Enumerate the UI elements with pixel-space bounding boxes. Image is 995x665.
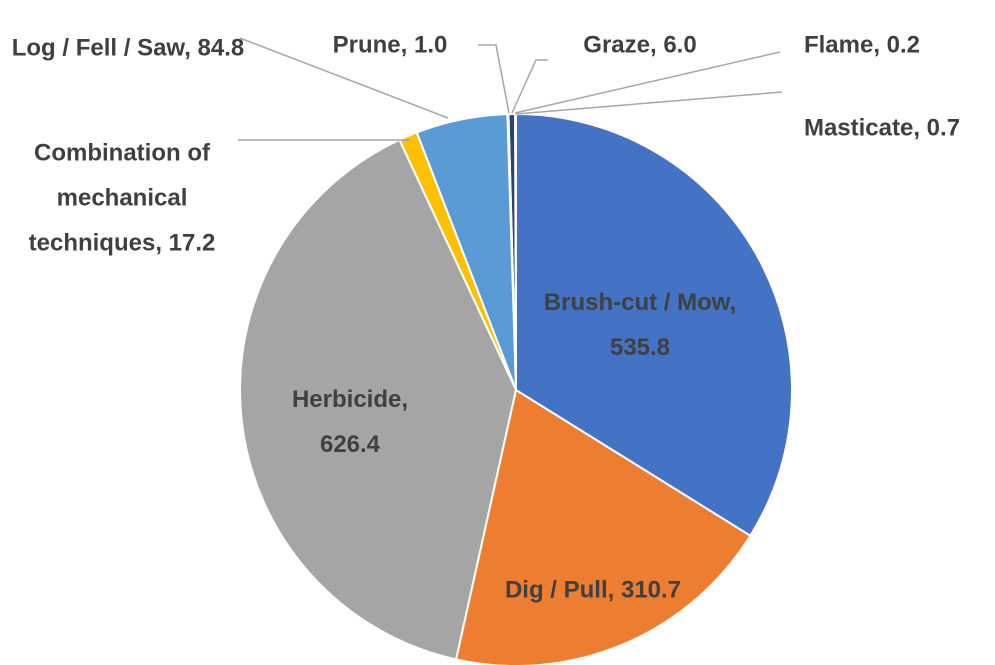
- data-label: Herbicide, 626.4: [291, 386, 409, 458]
- data-label: Prune, 1.0: [332, 31, 448, 59]
- leader-line: [514, 51, 781, 114]
- data-label: Masticate, 0.7: [803, 114, 961, 142]
- pie-slice: [454, 388, 752, 665]
- leader-line: [515, 91, 783, 115]
- data-label: Log / Fell / Saw, 84.8: [11, 34, 245, 62]
- leader-line: [478, 44, 510, 114]
- pie-slice: [239, 138, 518, 661]
- leader-line: [239, 37, 449, 119]
- data-label: Brush-cut / Mow, 535.8: [543, 289, 737, 361]
- data-label: Graze, 6.0: [583, 31, 697, 59]
- data-label: Dig / Pull, 310.7: [504, 576, 682, 604]
- pie-slice: [515, 112, 793, 538]
- data-label: Flame, 0.2: [803, 31, 921, 59]
- data-label: Combination of mechanical techniques, 17…: [28, 139, 216, 257]
- leader-line: [511, 59, 548, 114]
